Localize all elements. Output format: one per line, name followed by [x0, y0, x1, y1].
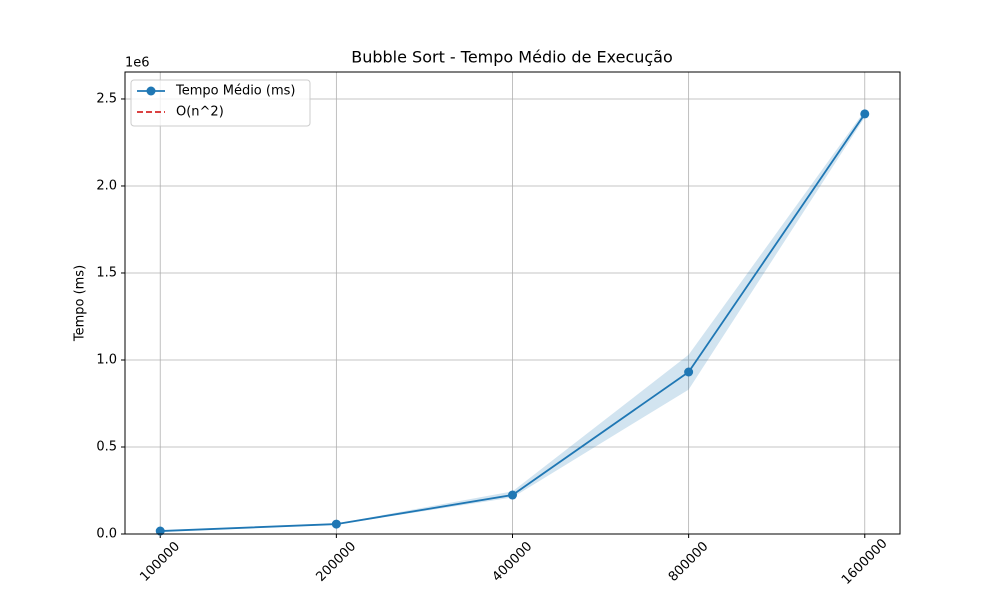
legend-label: Tempo Médio (ms)	[175, 84, 295, 99]
y-tick-label: 2.0	[96, 178, 117, 193]
y-tick-label: 0.5	[96, 439, 117, 454]
marker	[508, 490, 517, 500]
legend-label: O(n^2)	[176, 105, 224, 120]
plot-frame	[124, 71, 901, 535]
legend-marker	[146, 86, 156, 96]
chart-title: Bubble Sort - Tempo Médio de Execução	[351, 48, 673, 67]
y-tick-label: 1.0	[96, 352, 117, 367]
marker	[684, 367, 694, 377]
marker	[860, 109, 870, 119]
y-tick-label: 2.5	[96, 91, 117, 106]
legend-box	[130, 79, 311, 127]
y-offset-label: 1e6	[125, 56, 150, 71]
y-axis-label: Tempo (ms)	[73, 265, 88, 342]
marker	[331, 519, 341, 529]
y-tick-label: 1.5	[96, 265, 117, 280]
marker	[155, 526, 165, 536]
y-tick-label: 0.0	[96, 527, 117, 542]
